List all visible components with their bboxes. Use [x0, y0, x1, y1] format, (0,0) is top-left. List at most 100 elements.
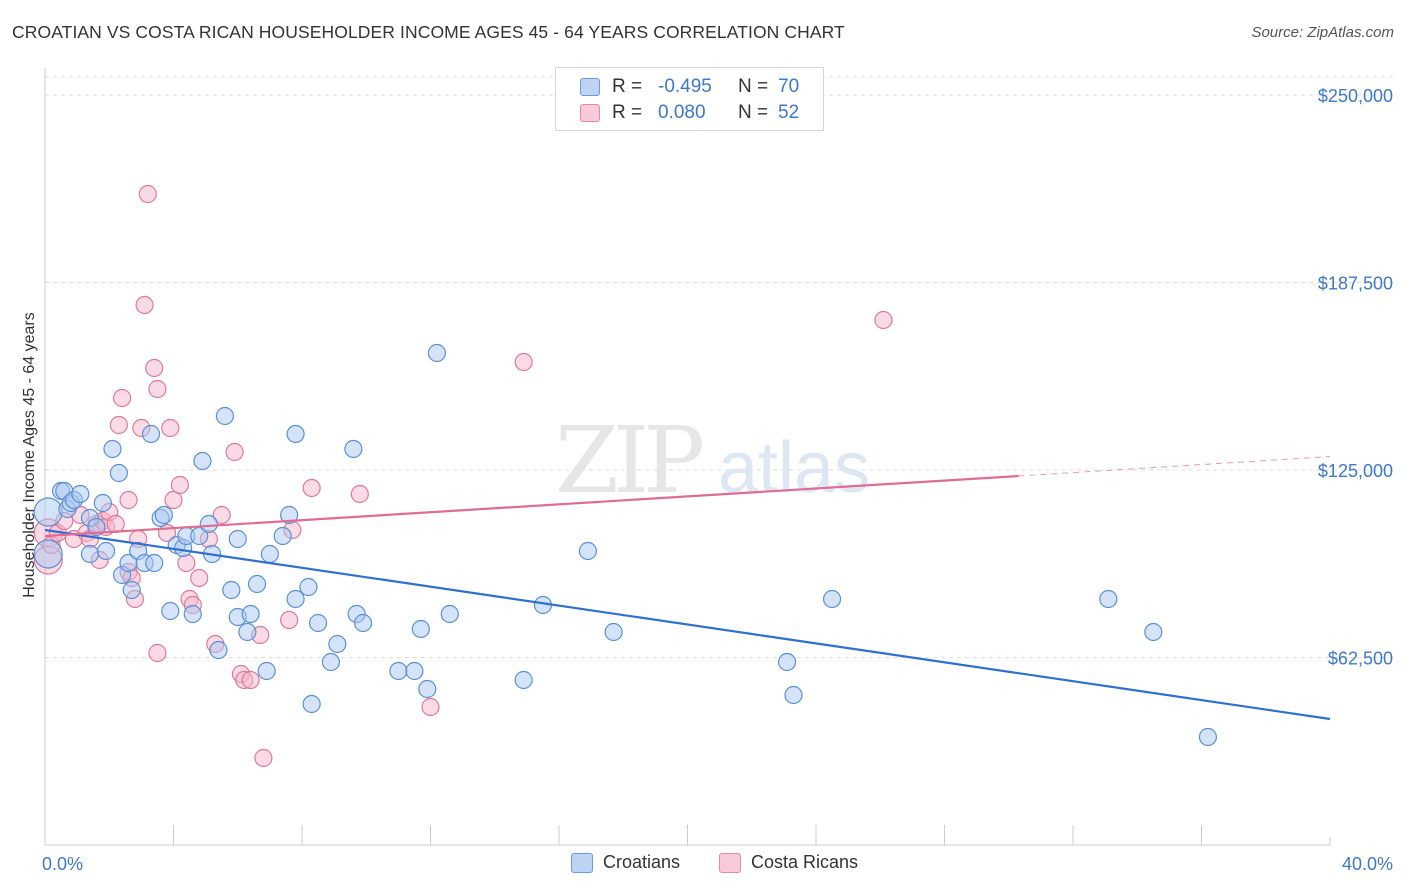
croatian-point	[784, 685, 803, 705]
legend-n-value: 52	[778, 102, 800, 123]
legend-item-croatians[interactable]: Croatians	[571, 852, 680, 873]
croatian-point	[405, 661, 424, 681]
costa-rican-point	[170, 475, 190, 495]
legend-r-value: -0.495	[658, 76, 712, 97]
croatian-point	[193, 451, 212, 471]
legend-row-costa-ricans: R = 0.080 N = 52	[580, 101, 799, 125]
costa-rican-point	[241, 670, 260, 690]
legend-item-costa-ricans[interactable]: Costa Ricans	[719, 852, 858, 873]
costa-rican-point	[119, 490, 138, 510]
croatian-point	[440, 604, 459, 624]
x-tick-label: 40.0%	[1342, 854, 1393, 874]
croatian-point	[514, 670, 533, 690]
croatian-point	[427, 343, 447, 363]
croatian-point	[109, 463, 128, 483]
chart-title: CROATIAN VS COSTA RICAN HOUSEHOLDER INCO…	[12, 22, 845, 42]
croatian-point	[328, 634, 347, 654]
croatian-point	[93, 493, 112, 513]
croatian-point	[183, 604, 202, 624]
costa-rican-point	[161, 418, 180, 438]
costa-rican-point	[302, 478, 321, 498]
legend-n-label: N =	[738, 76, 769, 97]
croatian-point	[241, 604, 260, 624]
croatian-point	[71, 484, 90, 504]
costa-rican-point	[280, 610, 299, 630]
y-tick-label: $125,000	[1318, 461, 1393, 481]
croatian-point	[302, 694, 321, 714]
croatian-point	[286, 589, 305, 609]
costa-rican-point	[145, 358, 164, 378]
tick-labels: $62,500 $125,000 $187,500 $250,000 0.0% 40.0%	[42, 86, 1393, 874]
croatian-point	[247, 574, 267, 594]
costa-rican-point	[212, 505, 231, 525]
costa-rican-point	[225, 442, 244, 462]
costa-rican-point	[109, 415, 128, 435]
correlation-legend: R = -0.495 N = 70 R = 0.080 N = 52	[555, 67, 824, 131]
legend-n-label: N =	[738, 102, 769, 123]
croatian-point	[1144, 622, 1163, 642]
croatian-point	[273, 526, 292, 546]
costa-rican-point	[164, 490, 183, 510]
croatian-point	[286, 424, 305, 444]
croatians-trend-line	[44, 528, 1331, 721]
y-tick-label: $187,500	[1318, 274, 1393, 294]
croatian-point	[161, 601, 180, 621]
costa-ricans-trend-line	[44, 474, 1019, 538]
grid-lines	[45, 76, 1395, 658]
croatian-point	[777, 652, 797, 672]
croatian-point	[578, 541, 598, 561]
croatian-point	[1099, 589, 1118, 609]
legend-swatch-blue	[571, 852, 593, 873]
x-tick-label: 0.0%	[42, 854, 83, 874]
costa-rican-point	[148, 379, 167, 399]
costa-rican-point	[138, 184, 157, 204]
croatian-point	[199, 514, 218, 534]
watermark-atlas: atlas	[718, 428, 870, 508]
croatian-point	[418, 679, 437, 699]
legend-r-label: R =	[612, 76, 643, 97]
croatian-point	[344, 439, 363, 459]
y-tick-label: $62,500	[1328, 649, 1393, 669]
croatian-point	[228, 529, 247, 549]
croatian-point	[145, 553, 164, 573]
croatian-point	[215, 406, 234, 426]
croatian-point	[122, 580, 141, 600]
legend-r-label: R =	[612, 102, 643, 123]
costa-rican-point	[421, 697, 440, 717]
costa-rican-point	[177, 553, 196, 573]
costa-rican-point	[254, 748, 273, 768]
croatian-point	[209, 640, 228, 660]
costa-rican-point	[350, 484, 369, 504]
croatian-point	[353, 613, 373, 633]
croatian-point	[238, 622, 257, 642]
croatian-point	[257, 661, 276, 681]
watermark: ZIP atlas	[555, 407, 870, 514]
croatian-point	[389, 661, 408, 681]
costa-ricans-trend-extension	[1018, 456, 1331, 477]
costa-rican-point	[148, 643, 167, 663]
legend-swatch-pink	[580, 104, 600, 122]
axes	[44, 68, 1331, 846]
legend-label-croatians: Croatians	[603, 852, 681, 872]
costa-rican-point	[135, 295, 154, 315]
croatian-point	[103, 439, 122, 459]
watermark-zip: ZIP	[555, 407, 702, 514]
y-tick-label: $250,000	[1318, 86, 1393, 106]
costa-rican-point	[514, 352, 533, 372]
croatian-point	[222, 580, 241, 600]
croatian-point	[154, 505, 173, 525]
croatian-point	[1198, 727, 1218, 747]
y-axis-label: Householder Income Ages 45 - 64 years	[21, 312, 38, 598]
croatian-point	[299, 577, 318, 597]
croatian-point	[604, 622, 623, 642]
costa-rican-point	[112, 388, 132, 408]
croatian-point	[321, 652, 341, 672]
croatian-point	[280, 505, 299, 525]
croatian-point	[141, 424, 161, 444]
legend-n-value: 70	[778, 76, 800, 97]
trend-lines	[44, 456, 1331, 721]
croatian-point	[96, 541, 116, 561]
costa-rican-point	[874, 310, 893, 330]
croatian-point	[80, 544, 100, 564]
